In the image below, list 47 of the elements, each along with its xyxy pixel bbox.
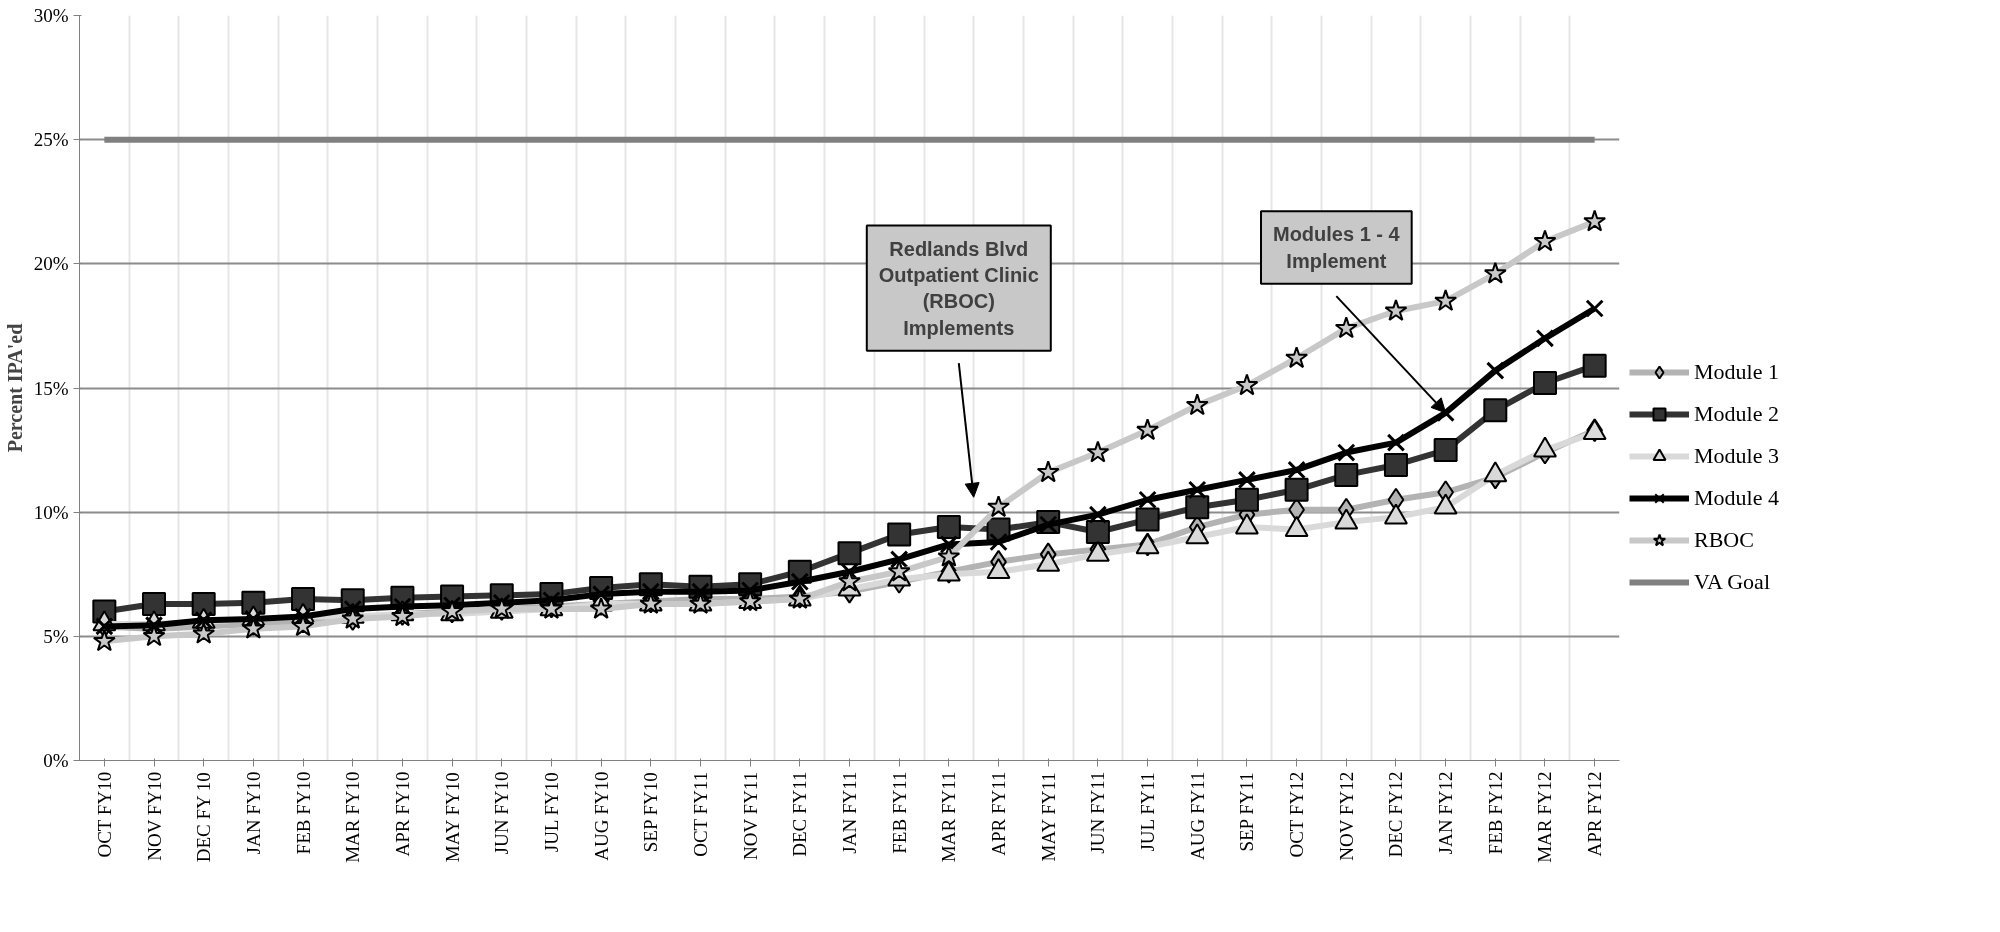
x-tick-label: JUL FY10 (540, 772, 562, 853)
x-tick-label: MAR FY12 (1534, 771, 1556, 863)
x-tick-label: NOV FY12 (1335, 771, 1357, 861)
x-tick-label: OCT FY12 (1286, 771, 1308, 858)
legend-label: Module 4 (1694, 485, 1779, 511)
x-tick-label: SEP FY10 (640, 772, 662, 853)
legend-label: VA Goal (1694, 569, 1770, 595)
x-tick-label: APR FY10 (391, 771, 413, 857)
y-tick-label: 5% (43, 625, 69, 647)
x-tick-label: OCT FY10 (93, 771, 115, 858)
x-tick-label: JAN FY11 (839, 771, 860, 854)
x-tick-label: NOV FY10 (143, 771, 165, 861)
annotation: Modules 1 - 4 Implement (1272, 223, 1401, 272)
x-tick-label: JAN FY10 (242, 771, 264, 855)
y-tick-label: 10% (33, 501, 69, 523)
x-tick-label: AUG FY11 (1186, 771, 1208, 860)
x-tick-label: JUN FY10 (491, 771, 513, 855)
x-tick-label: FEB FY11 (888, 771, 910, 854)
legend-label: RBOC (1694, 527, 1754, 553)
legend-label: Module 3 (1694, 443, 1779, 469)
y-tick-label: 0% (43, 750, 69, 771)
annotation: Redlands Blvd Outpatient Clinic (RBOC) Implements (878, 237, 1039, 339)
x-tick-label: FEB FY10 (292, 771, 314, 855)
x-tick-label: MAR FY11 (938, 771, 960, 863)
x-tick-label: JUL FY11 (1137, 772, 1159, 852)
legend-label: Module 2 (1694, 401, 1779, 427)
x-tick-label: SEP FY11 (1236, 772, 1258, 852)
x-tick-label: JUN FY11 (1087, 771, 1109, 854)
x-tick-label: DEC FY 10 (193, 772, 215, 863)
x-tick-label: APR FY12 (1584, 771, 1606, 857)
legend-label: Module 1 (1694, 359, 1779, 385)
y-axis-title: Percent IPA'ed (3, 323, 26, 453)
y-tick-label: 20% (33, 253, 69, 275)
x-tick-label: JAN FY12 (1435, 771, 1457, 855)
y-tick-label: 25% (33, 129, 69, 151)
x-tick-label: AUG FY10 (590, 771, 612, 861)
x-tick-label: APR FY11 (988, 771, 1010, 856)
y-tick-label: 15% (33, 377, 69, 399)
x-tick-label: MAY FY11 (1037, 772, 1059, 862)
x-tick-label: MAR FY10 (342, 771, 364, 863)
x-tick-label: MAY FY10 (441, 772, 463, 863)
x-tick-label: FEB FY12 (1484, 771, 1506, 855)
x-tick-label: OCT FY11 (689, 771, 711, 857)
y-tick-label: 30% (33, 5, 69, 26)
x-tick-label: NOV FY11 (739, 771, 761, 860)
x-tick-label: DEC FY12 (1385, 771, 1407, 858)
x-tick-label: DEC FY11 (789, 771, 811, 857)
